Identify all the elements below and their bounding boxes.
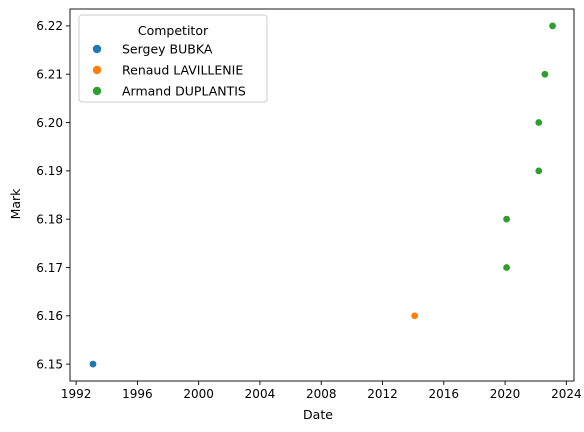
plot-area xyxy=(88,21,557,369)
axes-frame xyxy=(69,8,575,382)
y-tick-label: 6.21 xyxy=(36,68,63,82)
legend-marker xyxy=(92,44,102,54)
legend-marker xyxy=(92,65,102,75)
x-tick-label: 2004 xyxy=(245,387,276,401)
y-tick-label: 6.15 xyxy=(36,357,63,371)
y-tick-label: 6.18 xyxy=(36,212,63,226)
y-axis-label: Mark xyxy=(8,188,23,220)
data-point xyxy=(534,166,543,175)
legend-frame xyxy=(78,14,268,103)
data-point xyxy=(502,215,511,224)
y-tick-label: 6.22 xyxy=(36,19,63,33)
x-tick-label: 2000 xyxy=(183,387,214,401)
data-point xyxy=(502,263,511,272)
axes: 1992 1996 2000 2004 2008 2012 2016 2020 2024 6.15… xyxy=(36,8,582,401)
y-tick-label: 6.17 xyxy=(36,261,63,275)
x-tick-label: 2012 xyxy=(367,387,398,401)
data-point xyxy=(88,360,97,369)
x-tick-label: 2008 xyxy=(306,387,337,401)
legend: Competitor Sergey BUBKA Renaud LAVILLENIE… xyxy=(78,14,268,103)
data-point xyxy=(410,311,419,320)
x-tick-label: 1992 xyxy=(61,387,92,401)
legend-entry-label: Sergey BUBKA xyxy=(122,42,213,57)
x-tick-label: 2024 xyxy=(551,387,582,401)
x-tick-label: 2020 xyxy=(490,387,521,401)
y-tick-label: 6.19 xyxy=(36,164,63,178)
legend-marker xyxy=(92,86,102,96)
x-tick-label: 2016 xyxy=(429,387,460,401)
data-point xyxy=(534,118,543,127)
x-tick-label: 1996 xyxy=(122,387,153,401)
x-axis-label: Date xyxy=(303,407,333,422)
y-tick-label: 6.20 xyxy=(36,116,63,130)
legend-entry-label: Renaud LAVILLENIE xyxy=(122,63,243,78)
legend-title: Competitor xyxy=(138,23,209,38)
data-point xyxy=(540,70,549,79)
data-point xyxy=(548,21,557,30)
y-tick-label: 6.16 xyxy=(36,309,63,323)
legend-entry-label: Armand DUPLANTIS xyxy=(122,84,246,99)
